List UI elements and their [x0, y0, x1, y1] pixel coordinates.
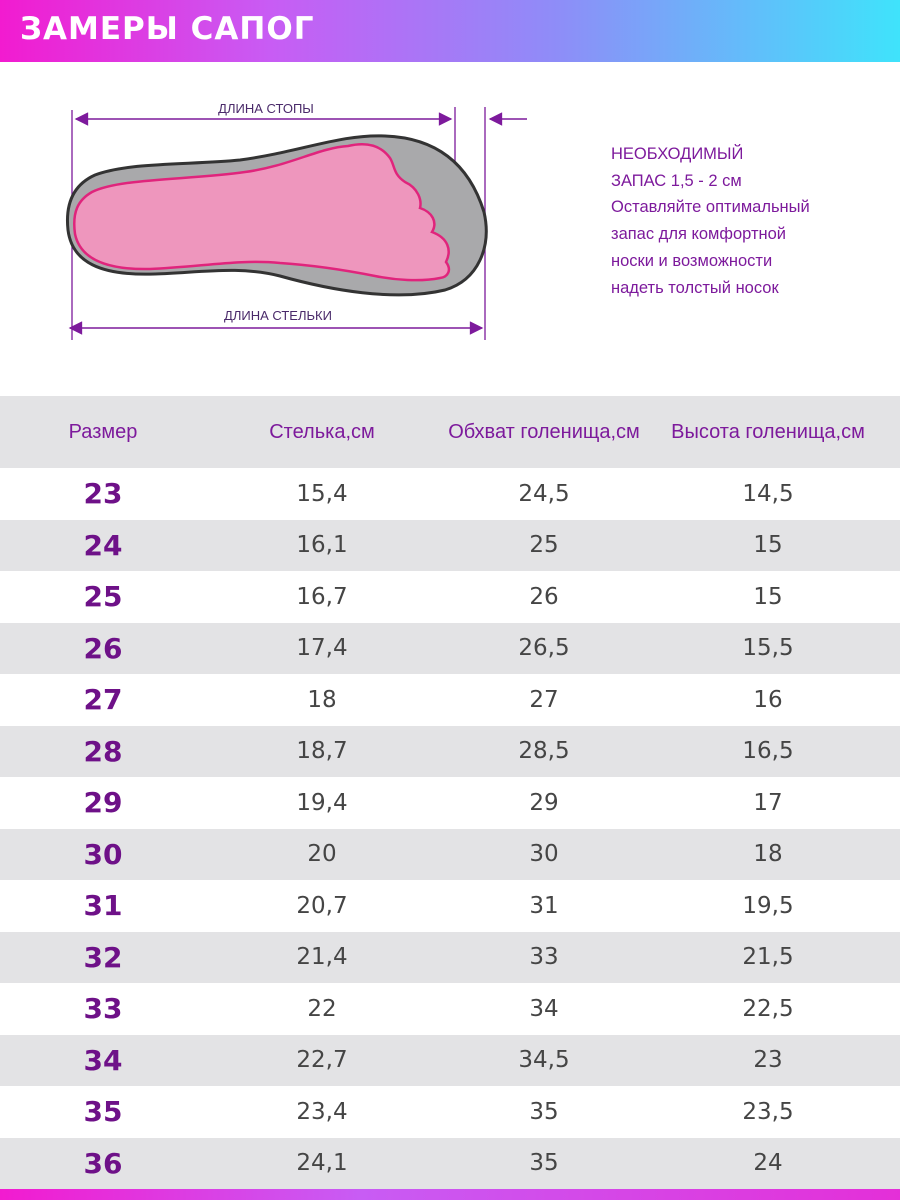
shaft-girth-cell: 25: [529, 532, 559, 559]
shaft-girth-cell: 26,5: [518, 635, 570, 662]
reserve-note: НЕОБХОДИМЫЙ ЗАПАС 1,5 - 2 см Оставляйте …: [611, 141, 881, 301]
table-row: 36 24,1 35 24: [0, 1137, 900, 1189]
insole-cell: 16,1: [296, 532, 348, 559]
shaft-girth-cell: 26: [529, 583, 559, 610]
shaft-height-cell: 23,5: [742, 1098, 794, 1125]
shaft-girth-cell: 31: [529, 892, 559, 919]
insole-cell: 18: [307, 686, 337, 713]
shaft-girth-cell: 28,5: [518, 738, 570, 765]
foot-length-label: ДЛИНА СТОПЫ: [218, 101, 314, 116]
table-header: Размер Стелька,см Обхват голенища,см Выс…: [0, 396, 900, 468]
header-size: Размер: [68, 421, 138, 443]
note-line: Оставляйте оптимальный: [611, 198, 810, 217]
shaft-girth-cell: 24,5: [518, 480, 570, 507]
shaft-height-cell: 16: [753, 686, 783, 713]
shaft-girth-cell: 35: [529, 1150, 559, 1177]
insole-cell: 20,7: [296, 892, 348, 919]
table-row: 34 22,7 34,5 23: [0, 1034, 900, 1086]
note-line: носки и возможности: [611, 251, 773, 270]
size-table: Размер Стелька,см Обхват голенища,см Выс…: [0, 396, 900, 1189]
shaft-height-cell: 23: [753, 1047, 783, 1074]
table-row: 24 16,1 25 15: [0, 519, 900, 571]
shaft-girth-cell: 33: [529, 944, 559, 971]
table-row: 26 17,4 26,5 15,5: [0, 622, 900, 674]
size-cell: 30: [83, 837, 123, 871]
size-cell: 35: [83, 1095, 123, 1129]
table-row: 35 23,4 35 23,5: [0, 1086, 900, 1138]
note-line: НЕОБХОДИМЫЙ: [611, 145, 744, 163]
footer-bar: [0, 1189, 900, 1200]
shaft-height-cell: 19,5: [742, 892, 794, 919]
table-body: 23 15,4 24,5 14,5 24 16,1 25 15 25 16,7 26 15 26 17,4…: [0, 468, 900, 1189]
size-cell: 25: [83, 580, 123, 614]
insole-diagram: ДЛИНА СТОПЫ ДЛИНА СТЕЛЬКИ: [65, 101, 527, 340]
size-cell: 31: [83, 889, 123, 923]
insole-cell: 19,4: [296, 789, 348, 816]
insole-cell: 18,7: [296, 738, 348, 765]
insole-cell: 23,4: [296, 1098, 348, 1125]
shaft-height-cell: 16,5: [742, 738, 794, 765]
table-row: 32 21,4 33 21,5: [0, 931, 900, 983]
shaft-girth-cell: 34: [529, 995, 559, 1022]
shaft-girth-cell: 35: [529, 1098, 559, 1125]
note-line: ЗАПАС 1,5 - 2 см: [611, 171, 742, 190]
shaft-girth-cell: 27: [529, 686, 559, 713]
insole-cell: 16,7: [296, 583, 348, 610]
header-insole: Стелька,см: [269, 421, 375, 443]
shaft-height-cell: 22,5: [742, 995, 794, 1022]
table-row: 31 20,7 31 19,5: [0, 880, 900, 932]
table-row: 27 18 27 16: [0, 674, 900, 726]
size-cell: 34: [83, 1043, 123, 1077]
size-cell: 33: [83, 992, 123, 1026]
insole-cell: 15,4: [296, 480, 348, 507]
insole-length-label: ДЛИНА СТЕЛЬКИ: [224, 308, 332, 323]
size-cell: 23: [83, 477, 123, 511]
size-cell: 29: [83, 786, 123, 820]
header-shaft-girth: Обхват голенища,см: [448, 421, 640, 443]
header-banner: ЗАМЕРЫ САПОГ: [0, 0, 900, 62]
shaft-height-cell: 21,5: [742, 944, 794, 971]
shaft-height-cell: 15: [753, 532, 783, 559]
insole-cell: 22: [307, 995, 337, 1022]
table-row: 29 19,4 29 17: [0, 777, 900, 829]
shaft-height-cell: 24: [753, 1150, 783, 1177]
size-cell: 28: [83, 734, 123, 768]
foot-shape: [73, 142, 451, 282]
size-cell: 27: [83, 683, 123, 717]
note-line: запас для комфортной: [611, 225, 787, 244]
insole-cell: 21,4: [296, 944, 348, 971]
insole-cell: 22,7: [296, 1047, 348, 1074]
header-shaft-height: Высота голенища,см: [671, 421, 865, 443]
insole-cell: 20: [307, 841, 337, 868]
page-title: ЗАМЕРЫ САПОГ: [20, 11, 315, 47]
shaft-height-cell: 18: [753, 841, 783, 868]
table-row: 28 18,7 28,5 16,5: [0, 725, 900, 777]
table-row: 23 15,4 24,5 14,5: [0, 468, 900, 520]
shaft-height-cell: 15: [753, 583, 783, 610]
shaft-girth-cell: 34,5: [518, 1047, 570, 1074]
shaft-height-cell: 17: [753, 789, 783, 816]
table-row: 25 16,7 26 15: [0, 571, 900, 623]
table-row: 30 20 30 18: [0, 828, 900, 880]
table-row: 33 22 34 22,5: [0, 983, 900, 1035]
size-cell: 26: [83, 631, 123, 665]
size-cell: 24: [83, 528, 123, 562]
size-cell: 32: [83, 940, 123, 974]
insole-cell: 17,4: [296, 635, 348, 662]
note-line: надеть толстый носок: [611, 278, 779, 297]
insole-cell: 24,1: [296, 1150, 348, 1177]
shaft-girth-cell: 29: [529, 789, 559, 816]
size-cell: 36: [83, 1146, 123, 1180]
shaft-height-cell: 14,5: [742, 480, 794, 507]
shaft-height-cell: 15,5: [742, 635, 794, 662]
shaft-girth-cell: 30: [529, 841, 559, 868]
